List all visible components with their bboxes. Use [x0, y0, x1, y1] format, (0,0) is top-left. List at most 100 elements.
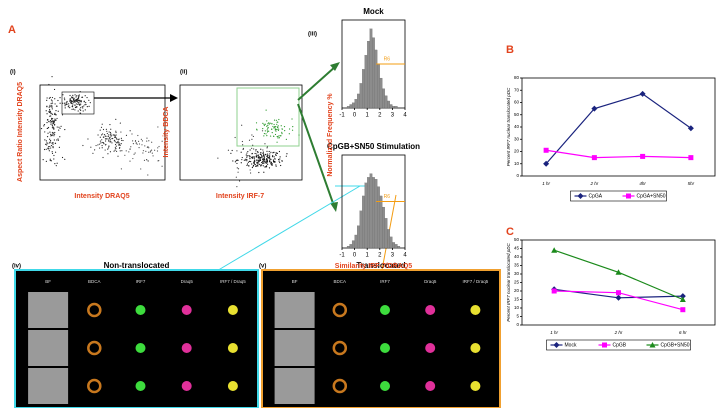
event-dot: [56, 139, 57, 140]
event-dot: [135, 141, 136, 142]
event-dot: [108, 141, 109, 142]
event-dot: [151, 142, 152, 143]
event-dot: [276, 124, 277, 125]
event-dot: [78, 102, 79, 103]
event-dot: [53, 120, 54, 121]
event-dot: [120, 145, 121, 146]
event-dot: [239, 180, 240, 181]
event-dot: [146, 159, 147, 160]
event-dot: [52, 97, 53, 98]
event-dot: [64, 105, 65, 106]
event-dot: [62, 157, 63, 158]
event-dot: [47, 97, 48, 98]
event-dot: [109, 138, 110, 139]
event-dot: [267, 155, 268, 156]
event-dot: [44, 124, 45, 125]
event-dot: [251, 157, 252, 158]
event-dot: [78, 110, 79, 111]
event-dot: [230, 153, 231, 154]
scatter-texture: [41, 76, 166, 176]
event-dot: [157, 126, 158, 127]
event-dot: [46, 161, 47, 162]
event-dot: [48, 121, 49, 122]
event-dot: [289, 133, 290, 134]
event-dot: [249, 158, 250, 159]
event-dot: [269, 158, 270, 159]
event-dot: [43, 125, 44, 126]
event-dot: [253, 165, 254, 166]
cell-image: [470, 343, 480, 353]
y-tick-label: 80: [514, 75, 520, 80]
event-dot: [72, 95, 73, 96]
event-dot: [47, 136, 48, 137]
event-dot: [115, 134, 116, 135]
event-dot: [246, 165, 247, 166]
event-dot: [57, 138, 58, 139]
event-dot: [268, 127, 269, 128]
event-dot: [241, 152, 242, 153]
event-dot: [103, 136, 104, 137]
event-dot: [49, 112, 50, 113]
x-tick-label: 6 hr: [679, 330, 687, 335]
event-dot: [264, 143, 265, 144]
event-dot: [147, 147, 148, 148]
event-dot: [46, 110, 47, 111]
y-tick-label: 20: [514, 288, 520, 293]
event-dot: [246, 153, 247, 154]
event-dot: [52, 123, 53, 124]
panel-label: B: [506, 44, 514, 56]
event-dot: [278, 125, 279, 126]
event-dot: [142, 152, 143, 153]
histogram-bar: [355, 99, 358, 108]
sub-label: (i): [10, 70, 16, 76]
event-dot: [276, 166, 277, 167]
event-dot: [53, 155, 54, 156]
event-dot: [262, 153, 263, 154]
event-dot: [279, 158, 280, 159]
event-dot: [52, 114, 53, 115]
event-dot: [52, 143, 53, 144]
y-tick-label: 50: [514, 112, 520, 117]
histogram-bar: [375, 179, 378, 248]
event-dot: [157, 150, 158, 151]
event-dot: [279, 151, 280, 152]
event-dot: [102, 157, 103, 158]
cell-image: [275, 292, 315, 328]
event-dot: [263, 135, 264, 136]
event-dot: [279, 137, 280, 138]
event-dot: [271, 163, 272, 164]
event-dot: [52, 125, 53, 126]
cell-image: [275, 330, 315, 366]
event-dot: [238, 168, 239, 169]
event-dot: [49, 150, 50, 151]
event-dot: [88, 100, 89, 101]
event-dot: [146, 140, 147, 141]
event-dot: [121, 168, 122, 169]
histogram-bar: [377, 187, 380, 248]
event-dot: [86, 97, 87, 98]
event-dot: [46, 149, 47, 150]
event-dot: [97, 144, 98, 145]
event-dot: [64, 99, 65, 100]
event-dot: [55, 120, 56, 121]
event-dot: [280, 165, 281, 166]
histogram-bar: [370, 29, 373, 108]
event-dot: [264, 161, 265, 162]
y-axis-label: Aspect Ratio Intensity DRAQ5: [17, 82, 24, 182]
histogram-bar: [370, 174, 373, 248]
event-dot: [235, 137, 236, 138]
marker: [552, 289, 557, 294]
event-dot: [138, 141, 139, 142]
event-dot: [265, 124, 266, 125]
event-dot: [44, 139, 45, 140]
event-dot: [235, 161, 236, 162]
event-dot: [264, 157, 265, 158]
event-dot: [85, 95, 86, 96]
gate-label: R6: [384, 194, 391, 200]
event-dot: [58, 127, 59, 128]
event-dot: [50, 142, 51, 143]
cell-image: [470, 305, 480, 315]
event-dot: [59, 128, 60, 129]
histogram-bar: [390, 104, 393, 108]
event-dot: [246, 154, 247, 155]
